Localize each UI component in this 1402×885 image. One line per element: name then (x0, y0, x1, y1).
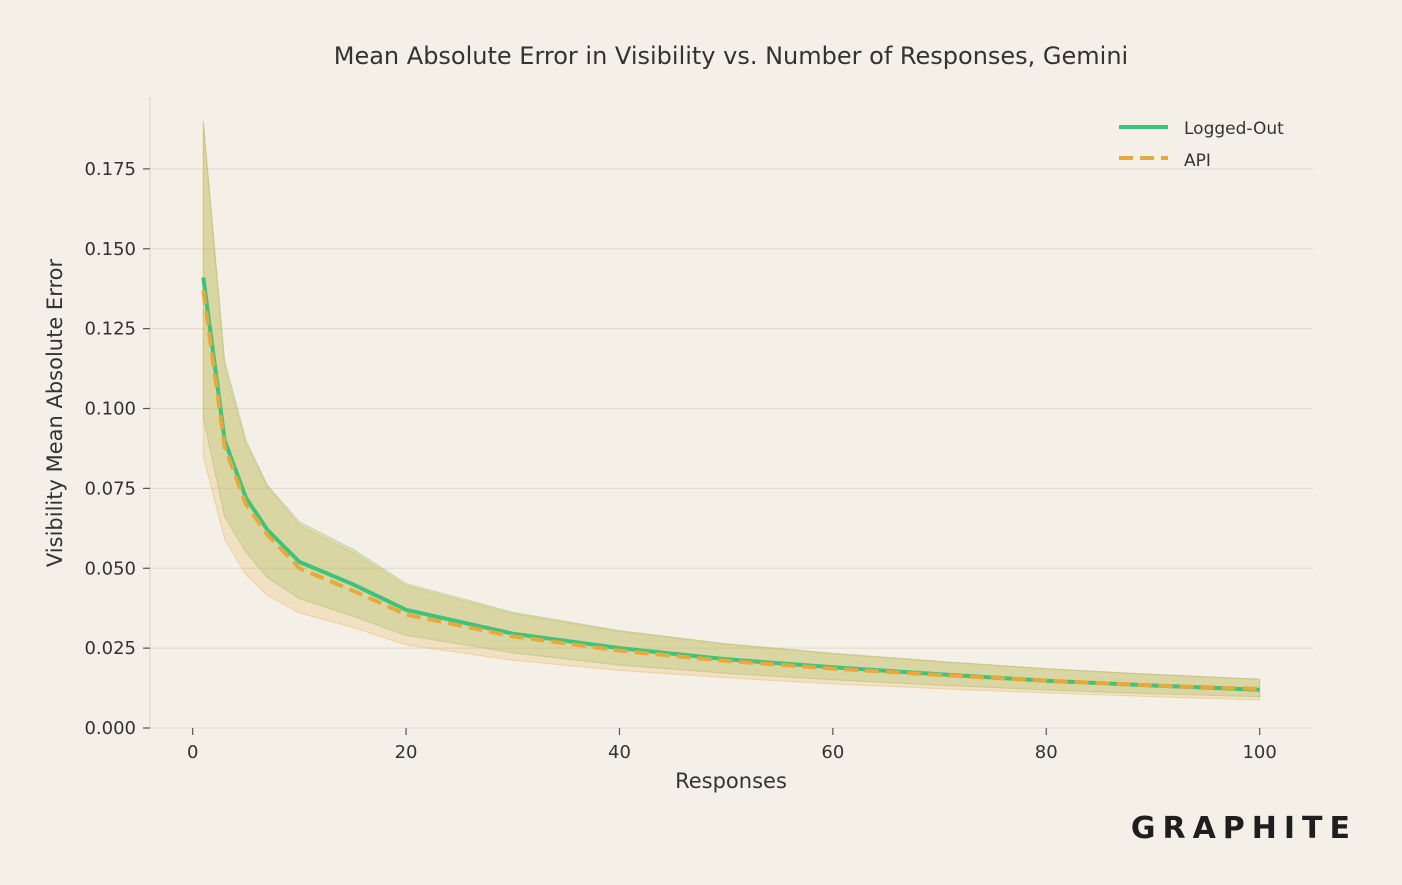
confidence-bands (202, 120, 1261, 701)
y-axis-ticks: 0.000 0.025 0.050 0.075 0.100 0.125 0.150 0.175 (84, 159, 150, 739)
y-tick-label: 0.000 (84, 718, 136, 739)
y-tick-label: 0.150 (84, 239, 136, 260)
series-lines (201, 277, 1260, 692)
graphite-logo: GRAPHITE (1131, 811, 1357, 846)
x-axis-ticks: 0 20 40 60 80 100 (187, 728, 1277, 763)
series-line-api (201, 290, 1260, 691)
y-tick-label: 0.075 (84, 478, 136, 499)
plot-area (150, 97, 1313, 728)
confidence-band-api (202, 124, 1261, 701)
x-tick-label: 40 (608, 742, 631, 763)
y-axis-label: Visibility Mean Absolute Error (43, 259, 67, 568)
y-tick-label: 0.050 (84, 558, 136, 579)
legend: Logged-Out API (1119, 119, 1284, 171)
chart-title: Mean Absolute Error in Visibility vs. Nu… (334, 42, 1128, 70)
grid-lines (150, 168, 1313, 729)
y-tick-label: 0.100 (84, 399, 136, 420)
y-tick-label: 0.025 (84, 638, 136, 659)
x-tick-label: 100 (1242, 742, 1276, 763)
y-tick-label: 0.125 (84, 319, 136, 340)
x-tick-label: 60 (821, 742, 844, 763)
x-tick-label: 80 (1035, 742, 1058, 763)
series-line-logged-out (201, 277, 1260, 692)
legend-label-logged-out: Logged-Out (1184, 119, 1284, 139)
legend-label-api: API (1184, 151, 1211, 171)
x-tick-label: 0 (187, 742, 198, 763)
x-axis-label: Responses (675, 769, 787, 793)
confidence-band-logged-out (202, 120, 1261, 698)
y-tick-label: 0.175 (84, 159, 136, 180)
x-tick-label: 20 (395, 742, 418, 763)
